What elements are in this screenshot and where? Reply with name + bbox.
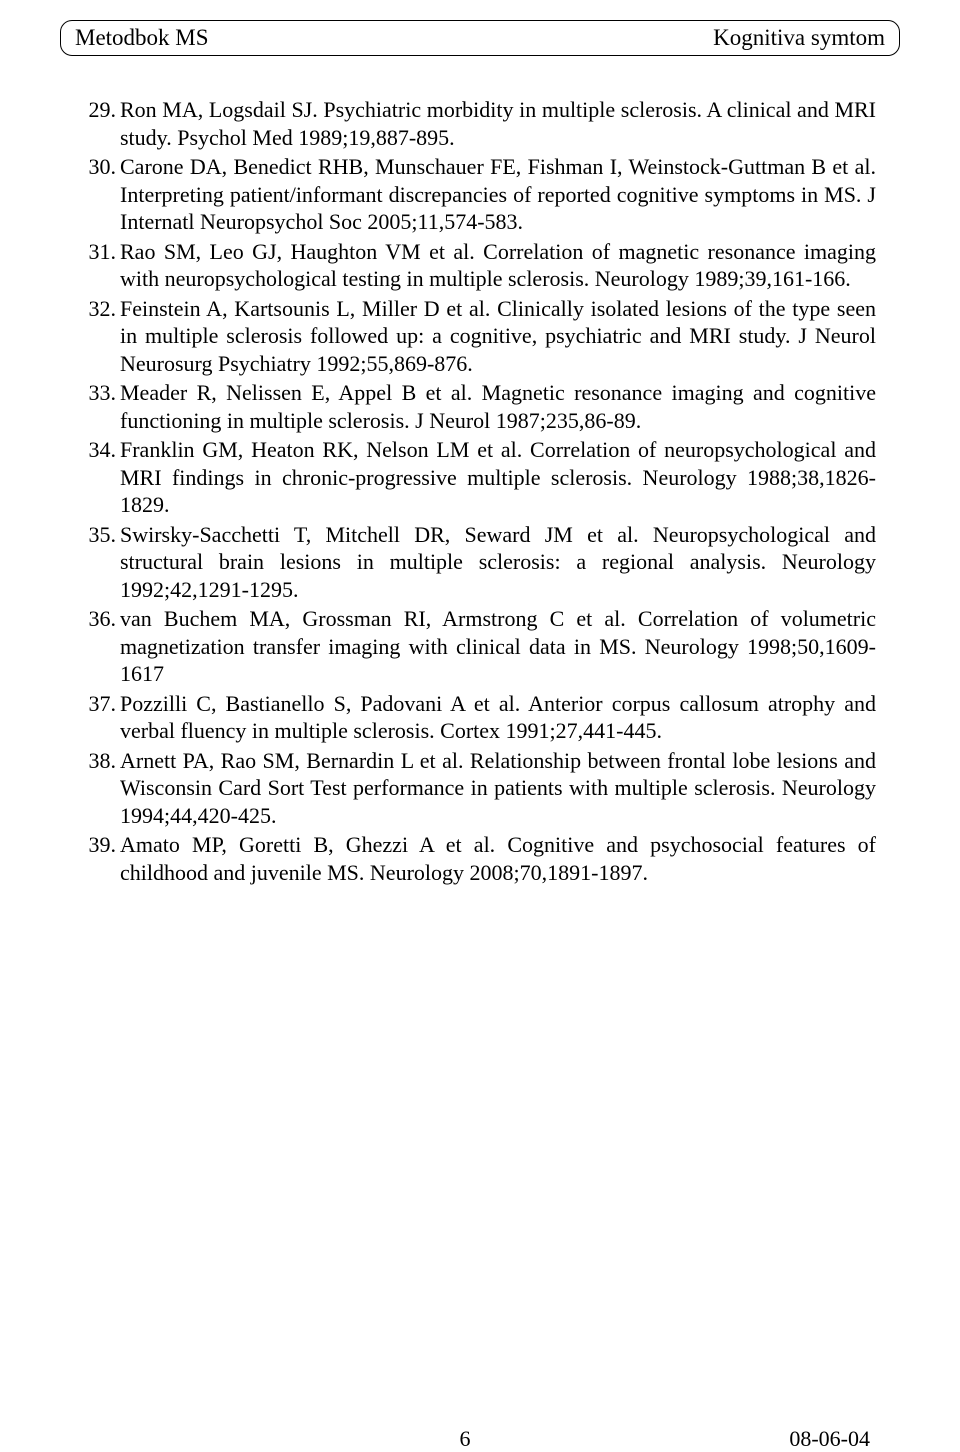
reference-text: Ron MA, Logsdail SJ. Psychiatric morbidi…: [120, 96, 876, 151]
reference-number: 30.: [84, 153, 120, 236]
reference-item: 39. Amato MP, Goretti B, Ghezzi A et al.…: [84, 831, 876, 886]
reference-text: Franklin GM, Heaton RK, Nelson LM et al.…: [120, 436, 876, 519]
reference-number: 36.: [84, 605, 120, 688]
reference-text: Arnett PA, Rao SM, Bernardin L et al. Re…: [120, 747, 876, 830]
footer-date: 08-06-04: [789, 1426, 870, 1452]
page-number: 6: [460, 1426, 471, 1452]
reference-number: 33.: [84, 379, 120, 434]
reference-item: 33. Meader R, Nelissen E, Appel B et al.…: [84, 379, 876, 434]
reference-list: 29. Ron MA, Logsdail SJ. Psychiatric mor…: [60, 96, 900, 886]
reference-number: 29.: [84, 96, 120, 151]
reference-item: 34. Franklin GM, Heaton RK, Nelson LM et…: [84, 436, 876, 519]
reference-text: Carone DA, Benedict RHB, Munschauer FE, …: [120, 153, 876, 236]
reference-text: Rao SM, Leo GJ, Haughton VM et al. Corre…: [120, 238, 876, 293]
reference-text: Meader R, Nelissen E, Appel B et al. Mag…: [120, 379, 876, 434]
reference-text: van Buchem MA, Grossman RI, Armstrong C …: [120, 605, 876, 688]
reference-item: 31. Rao SM, Leo GJ, Haughton VM et al. C…: [84, 238, 876, 293]
reference-number: 31.: [84, 238, 120, 293]
reference-number: 34.: [84, 436, 120, 519]
reference-item: 32. Feinstein A, Kartsounis L, Miller D …: [84, 295, 876, 378]
reference-item: 36. van Buchem MA, Grossman RI, Armstron…: [84, 605, 876, 688]
reference-text: Swirsky-Sacchetti T, Mitchell DR, Seward…: [120, 521, 876, 604]
reference-number: 37.: [84, 690, 120, 745]
reference-text: Feinstein A, Kartsounis L, Miller D et a…: [120, 295, 876, 378]
reference-text: Amato MP, Goretti B, Ghezzi A et al. Cog…: [120, 831, 876, 886]
reference-number: 38.: [84, 747, 120, 830]
reference-item: 30. Carone DA, Benedict RHB, Munschauer …: [84, 153, 876, 236]
page-footer: 6 08-06-04: [60, 1426, 900, 1452]
reference-item: 29. Ron MA, Logsdail SJ. Psychiatric mor…: [84, 96, 876, 151]
reference-item: 38. Arnett PA, Rao SM, Bernardin L et al…: [84, 747, 876, 830]
reference-number: 35.: [84, 521, 120, 604]
reference-item: 35. Swirsky-Sacchetti T, Mitchell DR, Se…: [84, 521, 876, 604]
reference-number: 32.: [84, 295, 120, 378]
page-header: Metodbok MS Kognitiva symtom: [60, 20, 900, 56]
reference-text: Pozzilli C, Bastianello S, Padovani A et…: [120, 690, 876, 745]
reference-number: 39.: [84, 831, 120, 886]
header-right: Kognitiva symtom: [713, 25, 885, 51]
header-left: Metodbok MS: [75, 25, 209, 51]
reference-item: 37. Pozzilli C, Bastianello S, Padovani …: [84, 690, 876, 745]
